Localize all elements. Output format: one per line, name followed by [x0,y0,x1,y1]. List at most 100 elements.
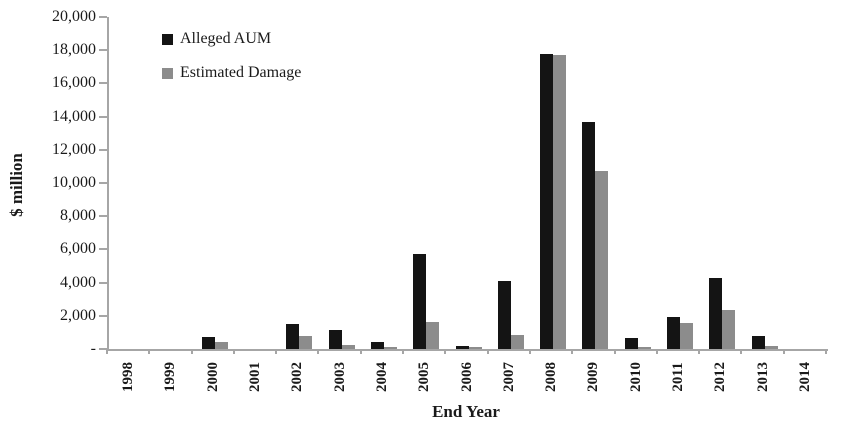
plot-area: Alleged AUM Estimated Damage [107,17,828,351]
x-tick-label-2012: 2012 [712,362,729,392]
x-tick-label-2003: 2003 [331,362,348,392]
x-tick-label-2004: 2004 [373,362,390,392]
bars-container [109,17,828,349]
x-tick-mark [698,349,701,354]
x-tick-label-1999: 1999 [162,362,179,392]
x-tick-mark [528,349,531,354]
y-tick-mark [99,82,107,85]
x-tick-label-2008: 2008 [543,362,560,392]
y-tick-mark [99,49,107,52]
bar-group-2014 [786,17,828,349]
y-tick-label: 18,000 [52,41,96,59]
y-tick-label: 6,000 [60,240,96,258]
bar-group-2005 [405,17,447,349]
bar-group-2000 [194,17,236,349]
bar-group-2002 [278,17,320,349]
bar-group-2008 [532,17,574,349]
legend-swatch-icon [162,33,173,45]
x-tick-mark [232,349,235,354]
x-tick-mark [571,349,574,354]
x-tick-label-2001: 2001 [247,362,264,392]
y-tick-label: 2,000 [60,306,96,324]
x-tick-label-2006: 2006 [458,362,475,392]
legend-label: Alleged AUM [180,30,272,47]
legend-item: Estimated Damage [162,63,301,83]
x-tick-label-2009: 2009 [585,362,602,392]
x-tick-label-2013: 2013 [754,362,771,392]
x-tick-mark [317,349,320,354]
bar-estimated-damage-2000 [214,341,228,349]
bar-estimated-damage-2006 [468,347,482,349]
bar-alleged-aum-2002 [286,324,300,349]
y-tick-label: 14,000 [52,107,96,125]
x-tick-label-1998: 1998 [120,362,137,392]
bar-group-2011 [659,17,701,349]
x-tick-mark [782,349,785,354]
bar-estimated-damage-2003 [341,344,355,349]
x-tick-mark [740,349,743,354]
y-tick-label: 8,000 [60,207,96,225]
bar-group-2003 [320,17,362,349]
bar-group-2007 [490,17,532,349]
bar-estimated-damage-2010 [637,346,651,349]
y-tick-mark [99,248,107,251]
bar-alleged-aum-2005 [413,253,427,349]
bar-group-2010 [617,17,659,349]
bar-group-2009 [574,17,616,349]
bar-group-1998 [109,17,151,349]
x-tick-mark [359,349,362,354]
x-tick-label-2014: 2014 [796,362,813,392]
bar-alleged-aum-2007 [497,280,511,349]
bar-alleged-aum-2006 [455,345,469,349]
y-tick-mark [99,182,107,184]
x-tick-label-2007: 2007 [500,362,517,392]
x-axis-title: End Year [432,402,500,421]
bar-estimated-damage-2011 [680,323,693,349]
y-tick-label: 12,000 [52,140,96,158]
y-tick-mark [99,215,107,218]
y-tick-label: 20,000 [52,8,96,25]
bar-group-2004 [363,17,405,349]
y-tick-label: 10,000 [52,174,96,191]
x-tick-mark [613,349,616,354]
legend-label: Estimated Damage [180,64,302,81]
x-tick-label-2000: 2000 [204,362,221,392]
bar-estimated-damage-2007 [510,334,524,349]
y-tick-label: 16,000 [52,74,96,92]
x-tick-mark [106,349,108,354]
bar-group-2006 [447,17,489,349]
y-tick-mark [99,314,107,317]
y-tick-label: - [90,340,96,357]
x-tick-mark [190,349,193,354]
bar-alleged-aum-2009 [582,122,596,349]
bar-estimated-damage-2004 [383,346,397,349]
bar-alleged-aum-2003 [328,329,342,349]
bar-group-2012 [701,17,743,349]
x-tick-mark [655,349,658,354]
legend-item: Alleged AUM [162,29,301,49]
bar-estimated-damage-2008 [553,55,567,349]
y-tick-label: 4,000 [60,273,96,291]
x-tick-label-2002: 2002 [289,362,306,392]
x-tick-label-2011: 2011 [669,362,686,392]
bar-alleged-aum-2004 [370,341,384,349]
x-tick-mark [402,349,405,354]
bar-estimated-damage-2009 [595,170,609,349]
bar-estimated-damage-2005 [426,322,440,349]
bar-estimated-damage-2002 [299,335,313,349]
x-tick-mark [825,349,827,354]
legend-swatch-icon [162,67,173,79]
x-tick-mark [148,349,151,354]
y-tick-mark [99,348,107,350]
x-tick-mark [275,349,278,354]
bar-alleged-aum-2000 [201,337,215,349]
x-tick-mark [444,349,447,354]
x-tick-mark [486,349,489,354]
bar-alleged-aum-2013 [751,336,765,349]
bar-alleged-aum-2012 [709,277,723,349]
x-tick-label-2010: 2010 [627,362,644,392]
x-tick-label-2005: 2005 [416,362,433,392]
y-tick-mark [99,115,107,118]
bar-alleged-aum-2010 [624,338,638,349]
